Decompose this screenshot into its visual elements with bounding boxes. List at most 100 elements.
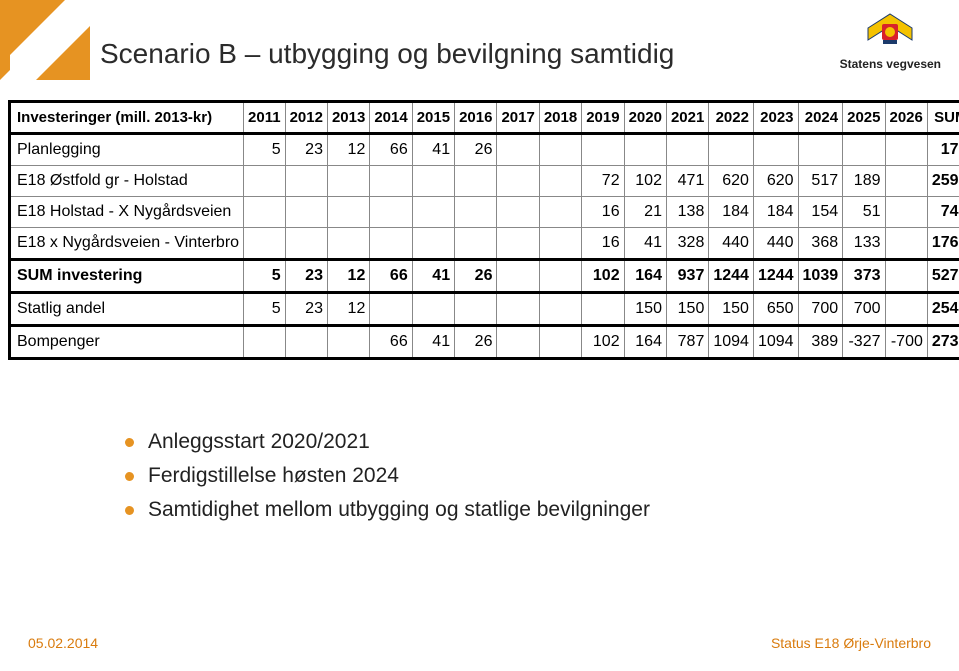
table-cell <box>244 326 286 359</box>
table-cell: 1094 <box>753 326 798 359</box>
table-cell <box>497 166 539 197</box>
table-cell: 154 <box>798 197 843 228</box>
table-cell: 517 <box>798 166 843 197</box>
table-cell: 23 <box>285 293 327 326</box>
bullet-text: Samtidighet mellom utbygging og statlige… <box>148 498 650 522</box>
table-cell: 1039 <box>798 260 843 293</box>
table-cell: 620 <box>753 166 798 197</box>
table-cell <box>497 326 539 359</box>
table-cell: 164 <box>624 326 666 359</box>
row-sum: 1766 <box>927 228 959 260</box>
table-cell: 700 <box>798 293 843 326</box>
table-cell: 23 <box>285 134 327 166</box>
table-cell <box>539 134 581 166</box>
table-cell: 138 <box>666 197 708 228</box>
table-cell: 620 <box>709 166 754 197</box>
table-cell <box>539 293 581 326</box>
table-row: SUM investering5231266412610216493712441… <box>10 260 959 293</box>
table-cell <box>885 134 927 166</box>
table-cell: 150 <box>666 293 708 326</box>
table-cell <box>539 166 581 197</box>
table-cell: 184 <box>709 197 754 228</box>
table-cell <box>497 228 539 260</box>
year-col: 2018 <box>539 102 581 134</box>
table-cell <box>885 293 927 326</box>
year-col: 2023 <box>753 102 798 134</box>
row-label: E18 Østfold gr - Holstad <box>10 166 244 197</box>
table-cell <box>885 166 927 197</box>
table-cell: 787 <box>666 326 708 359</box>
sum-col-header: SUM <box>927 102 959 134</box>
table-cell: 189 <box>843 166 885 197</box>
table-cell: 102 <box>582 260 624 293</box>
table-cell <box>370 197 412 228</box>
header-label: Investeringer (mill. 2013-kr) <box>10 102 244 134</box>
year-col: 2022 <box>709 102 754 134</box>
table-cell: 440 <box>753 228 798 260</box>
table-cell <box>582 134 624 166</box>
table-cell <box>285 326 327 359</box>
table-row: E18 Østfold gr - Holstad7210247162062051… <box>10 166 959 197</box>
table-cell: 1094 <box>709 326 754 359</box>
table-cell <box>497 293 539 326</box>
year-col: 2016 <box>455 102 497 134</box>
table-cell <box>412 197 454 228</box>
table-cell: 5 <box>244 134 286 166</box>
table-cell: 72 <box>582 166 624 197</box>
table-cell: 440 <box>709 228 754 260</box>
table-cell: 41 <box>412 260 454 293</box>
table-cell: 66 <box>370 260 412 293</box>
table-row: Planlegging52312664126173 <box>10 134 959 166</box>
bullet-dot-icon <box>125 472 134 481</box>
year-col: 2020 <box>624 102 666 134</box>
table-cell <box>455 166 497 197</box>
table-cell: 133 <box>843 228 885 260</box>
year-col: 2021 <box>666 102 708 134</box>
table-cell <box>412 166 454 197</box>
bullet-dot-icon <box>125 506 134 515</box>
row-label: SUM investering <box>10 260 244 293</box>
table-cell: 26 <box>455 134 497 166</box>
corner-decoration <box>0 0 90 90</box>
row-sum: 173 <box>927 134 959 166</box>
table-cell: 700 <box>843 293 885 326</box>
bullet-dot-icon <box>125 438 134 447</box>
row-label: Planlegging <box>10 134 244 166</box>
table-header-row: Investeringer (mill. 2013-kr) 2011 2012 … <box>10 102 959 134</box>
table-cell <box>285 228 327 260</box>
table-cell: 51 <box>843 197 885 228</box>
page-title: Scenario B – utbygging og bevilgning sam… <box>100 38 674 70</box>
table-cell: 937 <box>666 260 708 293</box>
table-cell <box>753 134 798 166</box>
table-cell <box>497 134 539 166</box>
year-col: 2026 <box>885 102 927 134</box>
table-row: Statlig andel523121501501506507007002540 <box>10 293 959 326</box>
table-cell: 1244 <box>753 260 798 293</box>
table-cell <box>709 134 754 166</box>
row-sum: 5278 <box>927 260 959 293</box>
table-cell: 102 <box>582 326 624 359</box>
table-cell: 1244 <box>709 260 754 293</box>
table-cell: 150 <box>624 293 666 326</box>
table-cell <box>455 197 497 228</box>
row-label: E18 Holstad - X Nygårdsveien <box>10 197 244 228</box>
table-cell <box>412 228 454 260</box>
table-cell <box>843 134 885 166</box>
table-cell: 164 <box>624 260 666 293</box>
table-cell <box>285 166 327 197</box>
table-cell <box>327 166 369 197</box>
table-cell: 16 <box>582 228 624 260</box>
footer-status: Status E18 Ørje-Vinterbro <box>771 635 931 651</box>
table-cell <box>497 197 539 228</box>
statens-vegvesen-icon <box>860 10 920 50</box>
bullet-item: Anleggsstart 2020/2021 <box>125 430 650 454</box>
bullet-item: Samtidighet mellom utbygging og statlige… <box>125 498 650 522</box>
bullet-list: Anleggsstart 2020/2021 Ferdigstillelse h… <box>125 420 650 532</box>
table-cell <box>327 228 369 260</box>
year-col: 2015 <box>412 102 454 134</box>
table-cell <box>370 228 412 260</box>
logo: Statens vegvesen <box>840 10 941 71</box>
table-cell <box>244 166 286 197</box>
row-sum: 748 <box>927 197 959 228</box>
row-sum: 2591 <box>927 166 959 197</box>
